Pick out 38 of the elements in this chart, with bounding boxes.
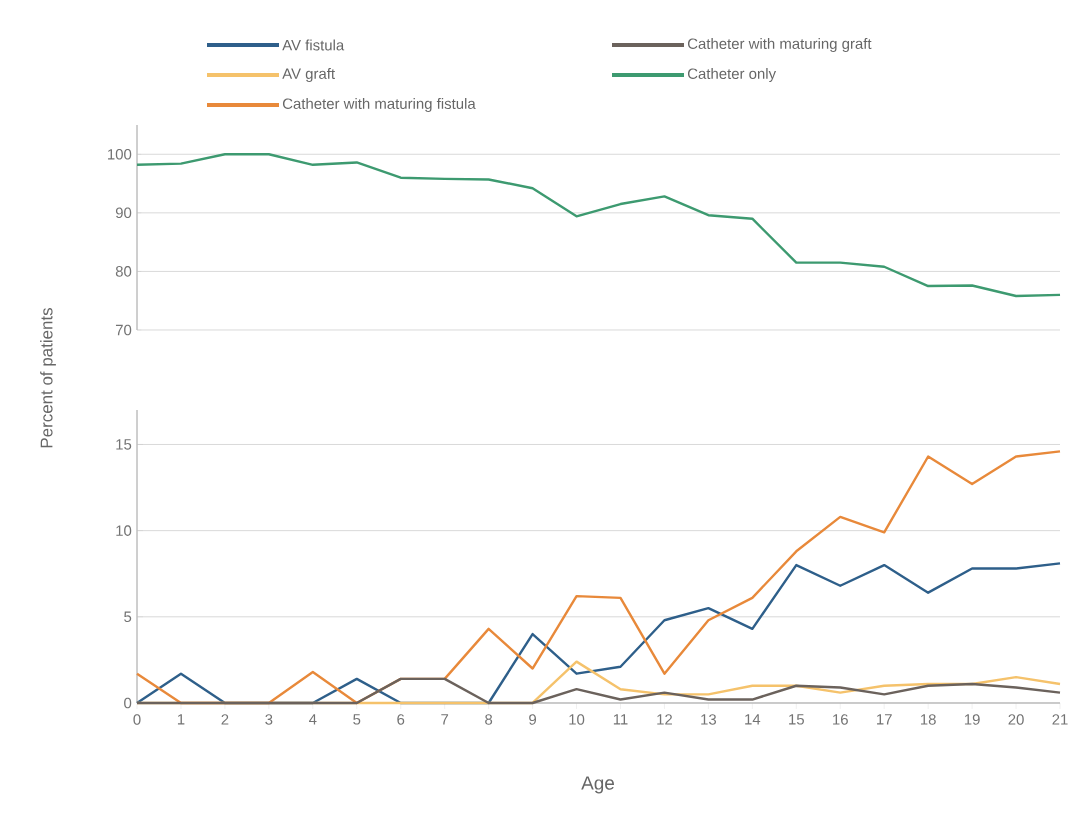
y-tick-label: 0	[124, 697, 132, 709]
x-tick-label: 15	[789, 714, 804, 725]
y-tick-label: 80	[115, 266, 132, 277]
legend-label: Catheter with maturing graft	[687, 38, 872, 52]
x-tick-label: 7	[441, 714, 449, 725]
x-tick-label: 16	[833, 714, 848, 725]
x-tick-label: 12	[657, 714, 672, 725]
legend-label: AV graft	[282, 68, 335, 82]
y-tick-label: 15	[116, 439, 132, 450]
x-tick-label: 9	[529, 714, 537, 725]
y-tick-label: 70	[115, 324, 132, 336]
x-tick-label: 21	[1052, 714, 1068, 725]
y-tick-label: 5	[124, 611, 132, 623]
x-tick-label: 11	[613, 714, 628, 725]
x-tick-label: 8	[485, 714, 493, 725]
y-axis-title: Percent of patients	[40, 308, 56, 448]
x-tick-label: 19	[964, 714, 980, 725]
line-series	[135, 153, 1062, 298]
x-tick-label: 18	[920, 714, 936, 725]
x-tick-label: 13	[701, 714, 717, 725]
x-axis-title: Age	[581, 776, 614, 794]
legend-label: Catheter with maturing fistula	[282, 98, 476, 112]
x-tick-label: 4	[309, 714, 317, 725]
x-tick-label: 3	[265, 714, 273, 725]
x-tick-label: 17	[877, 714, 892, 725]
y-tick-label: 90	[115, 207, 132, 219]
x-tick-label: 0	[133, 714, 141, 725]
y-tick-label: 100	[108, 148, 132, 160]
x-tick-label: 10	[569, 714, 585, 725]
x-tick-label: 14	[745, 714, 761, 725]
x-tick-label: 2	[221, 714, 229, 725]
y-tick-label: 10	[116, 525, 132, 536]
legend-label: Catheter only	[687, 68, 777, 82]
legend-label: AV fistula	[282, 39, 345, 51]
x-tick-label: 6	[397, 714, 405, 725]
x-tick-label: 1	[177, 714, 185, 725]
x-tick-label: 20	[1008, 714, 1024, 725]
x-tick-label: 5	[353, 714, 361, 725]
